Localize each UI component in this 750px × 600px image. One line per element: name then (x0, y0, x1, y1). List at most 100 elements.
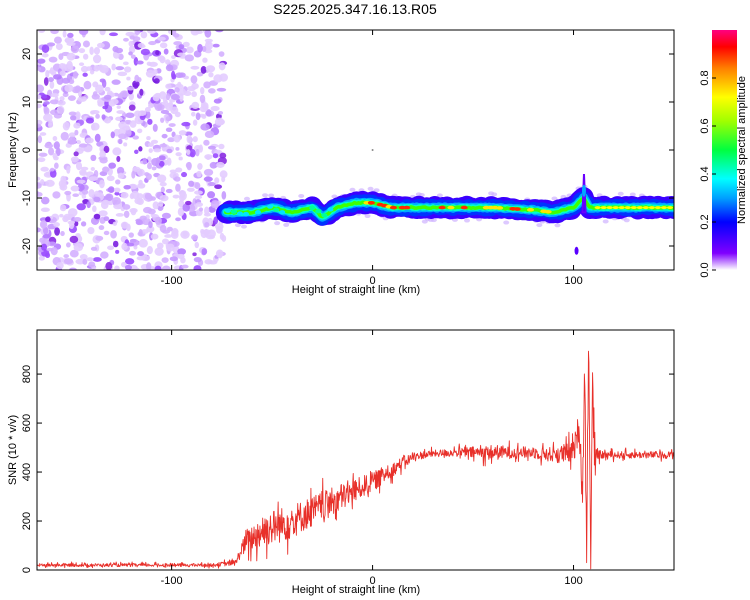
spectrogram-noise-blob (170, 230, 179, 239)
spectrogram-noise-blob (43, 107, 50, 116)
spectrogram-noise-blob (76, 179, 86, 184)
spectrogram-noise-blob (54, 227, 60, 236)
spectrogram-noise-blob (128, 232, 134, 238)
spectrogram-noise-blob (119, 90, 130, 98)
spectrogram-noise-blob (116, 166, 125, 175)
spectrogram-noise-blob (186, 134, 192, 144)
spectrogram-hot-spot (527, 208, 535, 212)
spectrogram-noise-blob (80, 65, 89, 73)
spectrogram-noise-blob (77, 183, 85, 192)
spectrogram-noise-blob (199, 94, 206, 103)
spectrogram-noise-blob (50, 92, 59, 98)
spectrogram-noise-blob (75, 233, 81, 238)
spectrogram-noise-blob (128, 104, 136, 111)
spectrogram-noise-blob (132, 267, 140, 270)
spectrogram-noise-blob (212, 43, 220, 48)
spectrogram-noise-blob (85, 117, 94, 124)
spectrogram-noise-blob (177, 81, 182, 88)
spectrogram-xtick-label: 0 (370, 275, 376, 287)
spectrogram-noise-blob (204, 38, 213, 43)
spectrogram-noise-blob (205, 65, 216, 73)
spectrogram-track-blob (327, 207, 334, 212)
spectrogram-noise-blob (164, 234, 173, 238)
spectrogram-noise-blob (50, 30, 59, 35)
spectrogram-noise-blob (99, 179, 105, 189)
spectrogram-halo-blob (464, 218, 471, 223)
spectrogram-halo-blob (629, 192, 636, 197)
spectrogram-noise-blob (165, 64, 174, 72)
spectrogram-noise-blob (208, 260, 218, 265)
spectrogram-noise-blob (117, 172, 125, 179)
spectrogram-noise-blob (98, 210, 108, 217)
spectrogram-noise-blob (148, 41, 157, 46)
spectrogram-noise-blob (179, 93, 184, 102)
spectrogram-noise-blob (194, 190, 204, 195)
snr-ytick-label: 800 (21, 365, 33, 383)
spectrogram-noise-blob (139, 88, 144, 96)
spectrogram-noise-blob (94, 133, 101, 143)
spectrogram-noise-blob (190, 30, 200, 36)
spectrogram-noise-blob (181, 264, 189, 269)
spectrogram-noise-blob (99, 78, 106, 83)
spectrogram-noise-blob (150, 233, 159, 240)
spectrogram-noise-blob (147, 162, 152, 170)
spectrogram-noise-blob (108, 32, 119, 37)
spectrogram-noise-blob (93, 196, 101, 203)
spectrogram-noise-blob (49, 169, 57, 178)
spectrogram-noise-blob (122, 61, 129, 66)
spectrogram-noise-blob (67, 208, 78, 217)
spectrogram-noise-blob (101, 199, 110, 205)
spectrogram-halo-blob (617, 191, 624, 196)
spectrogram-halo-blob (503, 220, 510, 225)
spectrogram-noise-blob (74, 220, 79, 227)
spectrogram-noise-blob (175, 167, 183, 173)
spectrogram-noise-blob (90, 110, 96, 115)
spectrogram-noise-blob (150, 139, 159, 144)
spectrogram-noise-blob (161, 265, 171, 270)
spectrogram-noise-blob (56, 105, 65, 115)
spectrogram-noise-blob (60, 131, 69, 141)
spectrogram-noise-blob (185, 200, 192, 206)
spectrogram-track-blob (267, 204, 274, 209)
spectrogram-noise-blob (61, 63, 67, 72)
spectrogram-noise-blob (203, 139, 210, 146)
spectrogram-noise-blob (43, 113, 53, 122)
spectrogram-noise-blob (193, 265, 202, 270)
spectrogram-halo-blob (298, 193, 305, 198)
spectrogram-xtick-label: 100 (564, 275, 582, 287)
spectrogram-noise-blob (55, 43, 63, 51)
spectrogram-noise-blob (178, 156, 183, 161)
spectrogram-noise-blob (63, 258, 74, 265)
spectrogram-noise-blob (195, 202, 204, 207)
spectrogram-noise-blob (121, 261, 127, 268)
spectrogram-noise-blob (70, 156, 80, 163)
spectrogram-carrier-track (215, 149, 674, 255)
spectrogram-noise-blob (207, 145, 216, 150)
spectrogram-noise-blob (207, 181, 216, 187)
spectrogram-noise-blob (218, 62, 226, 71)
spectrogram-noise-blob (103, 145, 110, 154)
spectrogram-noise-blob (160, 109, 170, 115)
spectrogram-noise-blob (138, 146, 143, 152)
spectrogram-noise-blob (41, 196, 50, 205)
spectrogram-noise-blob (69, 235, 79, 244)
spectrogram-noise-blob (49, 167, 55, 172)
spectrogram-noise-blob (140, 229, 149, 234)
spectrogram-noise-blob (111, 63, 116, 71)
spectrogram-noise-blob (128, 40, 134, 47)
spectrogram-noise-blob (175, 183, 181, 192)
spectrogram-noise-blob (210, 105, 220, 112)
spectrogram-noise-blob (178, 72, 186, 78)
spectrogram-noise-blob (169, 256, 179, 262)
spectrogram-noise-blob (37, 191, 40, 196)
spectrogram-hot-spot (606, 206, 613, 210)
snr-ytick-label: 0 (21, 567, 33, 573)
spectrogram-noise-blob (126, 242, 135, 247)
spectrogram-noise-blob (43, 101, 50, 106)
spectrogram-noise-blob (43, 77, 49, 86)
spectrogram-track-blob (230, 209, 237, 214)
spectrogram-noise-blob (110, 230, 117, 239)
spectrogram-ytick-label: -20 (21, 238, 33, 254)
